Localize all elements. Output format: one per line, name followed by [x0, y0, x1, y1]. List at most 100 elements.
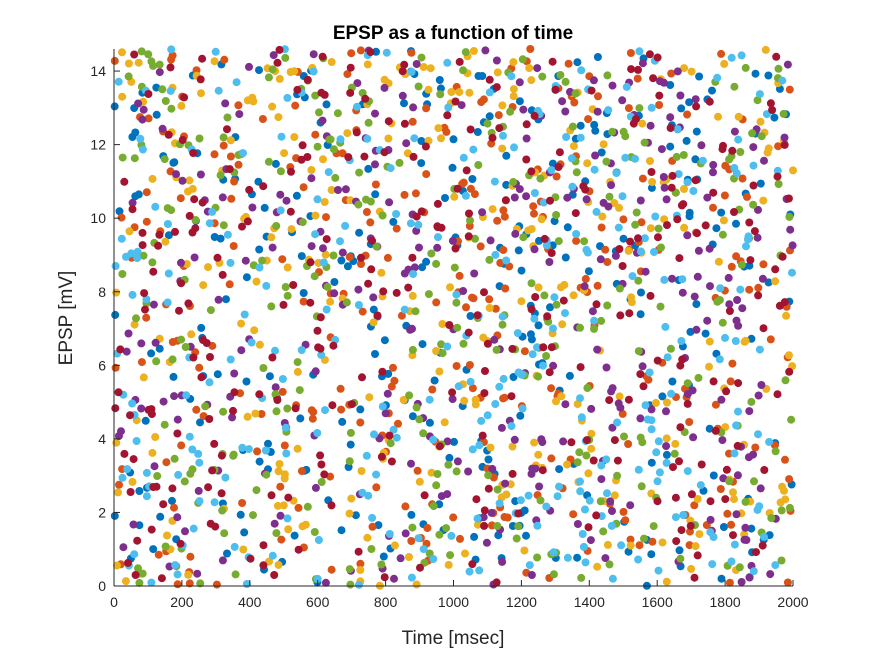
data-point	[413, 466, 422, 475]
data-point	[494, 111, 503, 120]
data-point	[522, 192, 531, 201]
data-point	[475, 441, 484, 450]
data-point	[220, 55, 229, 64]
chart-title: EPSP as a function of time	[333, 23, 573, 44]
data-point	[297, 346, 306, 354]
data-point	[728, 359, 737, 368]
data-point	[709, 533, 718, 541]
data-point	[453, 184, 462, 193]
data-point	[667, 183, 676, 192]
data-point	[582, 451, 591, 460]
data-point	[607, 521, 616, 530]
data-point	[637, 218, 646, 227]
data-point	[337, 256, 346, 265]
data-point	[667, 69, 676, 78]
data-point	[412, 403, 421, 412]
data-point	[539, 343, 548, 352]
data-point	[714, 112, 722, 121]
data-point	[549, 548, 558, 557]
data-point	[198, 198, 207, 207]
data-point	[569, 142, 578, 151]
data-point	[311, 211, 320, 220]
data-point	[509, 85, 518, 94]
data-point	[646, 291, 655, 300]
data-point	[581, 274, 590, 283]
data-point	[440, 418, 449, 427]
data-point	[392, 288, 401, 297]
data-point	[255, 245, 264, 254]
data-point	[154, 550, 163, 559]
data-point	[584, 523, 593, 532]
data-point	[315, 108, 323, 117]
data-point	[647, 405, 656, 414]
data-point	[111, 404, 120, 413]
data-point	[294, 545, 303, 554]
data-point	[329, 251, 338, 260]
data-point	[173, 415, 182, 424]
data-point	[514, 246, 523, 255]
data-point	[678, 275, 687, 284]
data-point	[371, 180, 380, 189]
data-point	[178, 136, 187, 144]
data-point	[736, 285, 745, 294]
data-point	[518, 55, 527, 64]
data-point	[195, 363, 204, 372]
data-point	[180, 477, 189, 486]
data-point	[498, 557, 507, 566]
data-point	[299, 289, 308, 297]
data-point	[758, 274, 767, 283]
data-point	[185, 176, 194, 185]
data-point	[749, 143, 758, 152]
data-point	[603, 540, 612, 549]
data-point	[429, 435, 438, 444]
data-point	[397, 311, 406, 320]
data-point	[557, 392, 566, 401]
data-point	[753, 96, 762, 105]
data-point	[524, 491, 533, 500]
data-point	[673, 67, 682, 76]
data-point	[237, 319, 246, 328]
data-point	[163, 298, 172, 307]
data-point	[322, 305, 331, 314]
data-point	[698, 156, 707, 165]
data-point	[169, 372, 178, 381]
data-point	[412, 580, 421, 589]
data-point	[686, 521, 695, 530]
data-point	[380, 148, 389, 157]
data-point	[594, 92, 602, 101]
data-point	[534, 321, 543, 330]
data-point	[590, 324, 598, 333]
data-point	[576, 121, 585, 130]
data-point	[525, 561, 534, 570]
data-point	[721, 333, 729, 342]
data-point	[709, 188, 718, 197]
data-point	[317, 350, 326, 359]
data-point	[511, 229, 520, 238]
data-point	[666, 81, 675, 89]
data-point	[608, 574, 617, 583]
data-point	[624, 104, 633, 113]
data-point	[249, 97, 258, 106]
data-point	[398, 67, 407, 76]
data-point	[720, 59, 729, 68]
data-point	[459, 339, 468, 348]
data-point	[498, 312, 507, 321]
data-point	[310, 272, 319, 281]
data-point	[461, 549, 469, 558]
data-point	[787, 415, 796, 424]
data-point	[721, 161, 730, 170]
data-point	[542, 502, 551, 511]
data-point	[685, 98, 694, 107]
data-point	[348, 400, 356, 409]
data-point	[137, 358, 146, 367]
data-point	[662, 407, 670, 416]
data-point	[168, 355, 177, 364]
data-point	[582, 245, 591, 254]
data-point	[692, 325, 701, 334]
data-point	[734, 112, 743, 121]
data-point	[653, 497, 662, 506]
data-point	[142, 468, 151, 477]
data-point	[230, 369, 239, 378]
data-point	[377, 452, 386, 461]
data-point	[469, 294, 478, 303]
